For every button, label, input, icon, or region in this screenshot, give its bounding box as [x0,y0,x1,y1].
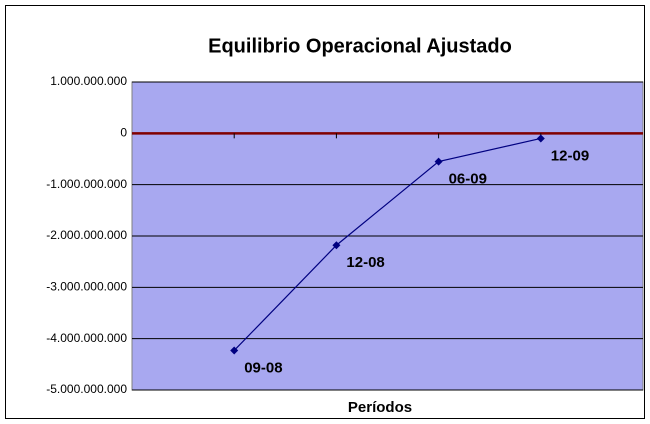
series-line [233,137,541,351]
y-tick-label: -3.000.000.000 [46,280,127,294]
y-tick-label: -2.000.000.000 [46,228,127,242]
data-label: 09-08 [244,359,282,376]
data-point [536,134,545,143]
data-label: 06-09 [449,171,487,188]
data-point [332,241,341,250]
y-tick-label: 0 [120,126,127,140]
data-label: 12-09 [551,147,589,164]
data-label: 12-08 [346,254,384,271]
x-axis-label: Períodos [348,399,412,416]
y-tick-label: -5.000.000.000 [46,382,127,396]
data-point [230,346,239,355]
data-point [434,157,443,166]
y-tick-label: -4.000.000.000 [46,331,127,345]
y-tick-label: -1.000.000.000 [46,177,127,191]
chart-title: Equilibrio Operacional Ajustado [208,35,512,57]
y-tick-label: 1.000.000.000 [50,74,127,88]
